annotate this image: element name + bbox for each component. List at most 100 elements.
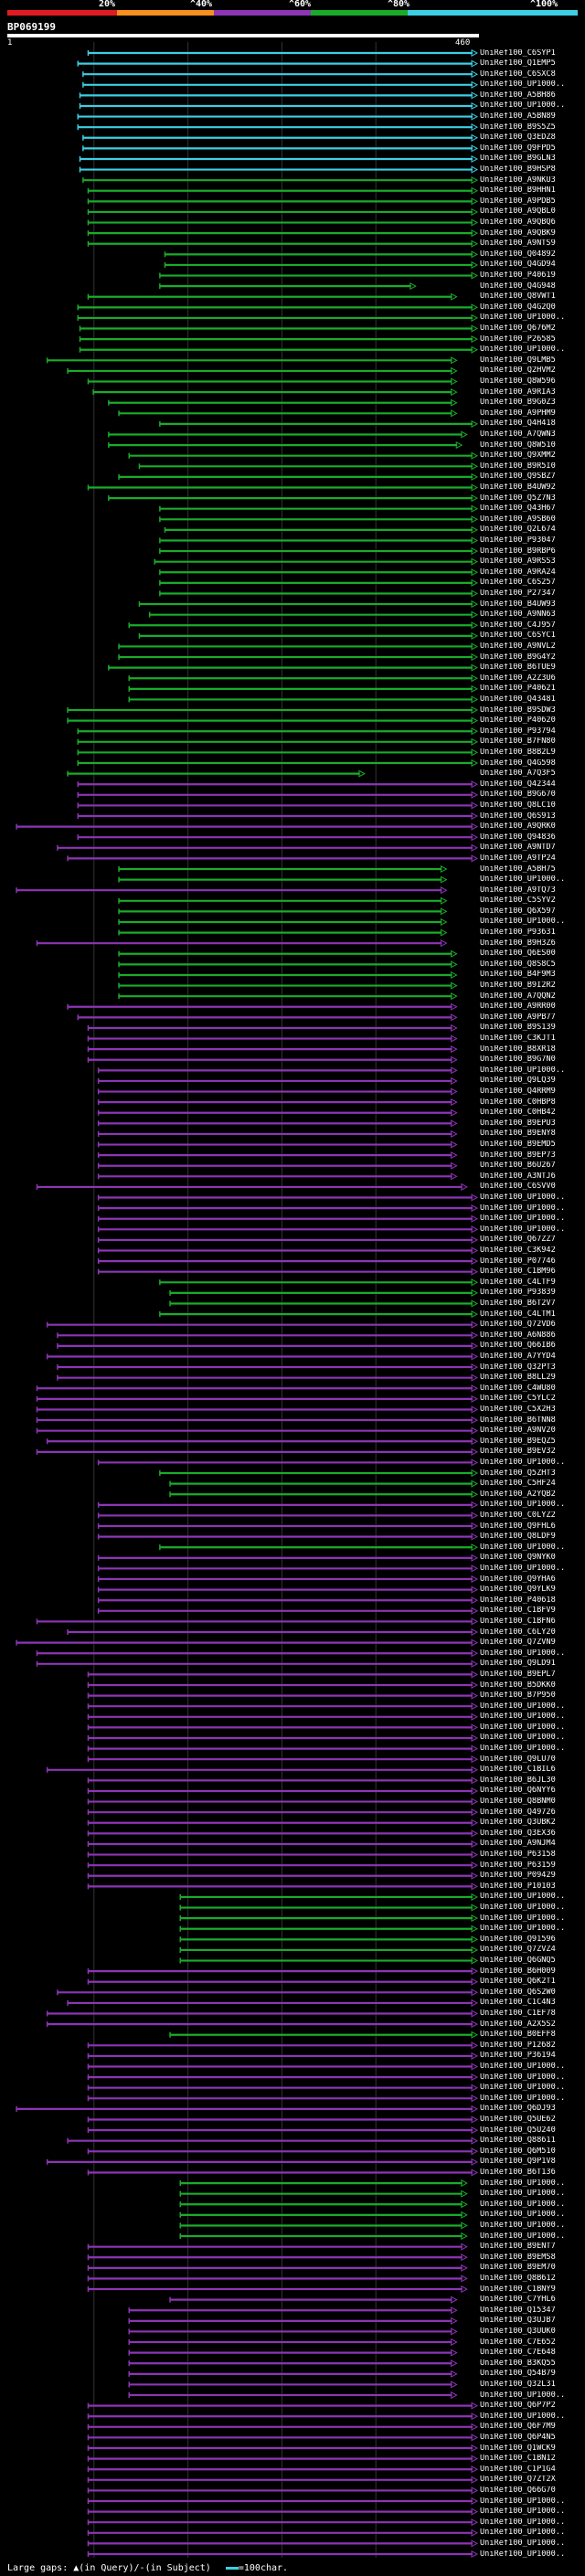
hit-label[interactable]: UniRef100_UP1000..	[480, 2072, 566, 2082]
hit-bar[interactable]	[87, 1744, 479, 1753]
hit-bar[interactable]	[87, 1045, 458, 1054]
hit-label[interactable]: UniRef100_A9NTD7	[480, 843, 556, 853]
hit-label[interactable]: UniRef100_A2Z3U6	[480, 673, 556, 683]
hit-bar[interactable]	[77, 112, 479, 121]
hit-bar[interactable]	[159, 1543, 479, 1552]
hit-label[interactable]: UniRef100_B9ENY8	[480, 1129, 556, 1139]
hit-label[interactable]: UniRef100_UP1000..	[480, 101, 566, 111]
hit-bar[interactable]	[87, 229, 479, 238]
hit-label[interactable]: UniRef100_P93631	[480, 928, 556, 938]
hit-label[interactable]: UniRef100_B9SDW3	[480, 705, 556, 715]
hit-label[interactable]: UniRef100_UP1000..	[480, 2200, 566, 2209]
hit-bar[interactable]	[77, 313, 479, 322]
hit-label[interactable]: UniRef100_UP1000..	[480, 1913, 566, 1923]
hit-label[interactable]: UniRef100_C4J957	[480, 620, 556, 630]
hit-bar[interactable]	[128, 2316, 458, 2325]
hit-bar[interactable]	[36, 1649, 479, 1658]
hit-bar[interactable]	[87, 1733, 479, 1743]
hit-label[interactable]: UniRef100_UP1000..	[480, 1500, 566, 1510]
hit-label[interactable]: UniRef100_B9G0Z3	[480, 398, 556, 408]
hit-label[interactable]: UniRef100_C1BM96	[480, 1267, 556, 1277]
hit-label[interactable]: UniRef100_UP1000..	[480, 2539, 566, 2548]
hit-label[interactable]: UniRef100_P40620	[480, 716, 556, 726]
hit-bar[interactable]	[179, 2200, 468, 2209]
hit-bar[interactable]	[87, 1023, 458, 1033]
hit-label[interactable]: UniRef100_Q91596	[480, 1935, 556, 1944]
hit-bar[interactable]	[46, 1320, 479, 1329]
hit-label[interactable]: UniRef100_B9EPU3	[480, 1118, 556, 1128]
hit-label[interactable]: UniRef100_P12682	[480, 2041, 556, 2050]
hit-bar[interactable]	[164, 260, 479, 269]
hit-label[interactable]: UniRef100_B4UW92	[480, 482, 556, 492]
hit-bar[interactable]	[87, 1882, 479, 1891]
hit-label[interactable]: UniRef100_B7P950	[480, 1691, 556, 1701]
hit-bar[interactable]	[79, 91, 479, 100]
hit-bar[interactable]	[79, 101, 479, 111]
hit-bar[interactable]	[67, 769, 366, 778]
hit-label[interactable]: UniRef100_C3KJT1	[480, 1034, 556, 1044]
hit-bar[interactable]	[87, 2041, 479, 2050]
hit-label[interactable]: UniRef100_A9TQ73	[480, 885, 556, 895]
hit-label[interactable]: UniRef100_UP1000..	[480, 345, 566, 355]
hit-label[interactable]: UniRef100_B9EMS8	[480, 2253, 556, 2262]
hit-label[interactable]: UniRef100_B5DKK0	[480, 1680, 556, 1690]
hit-bar[interactable]	[108, 398, 458, 407]
hit-bar[interactable]	[36, 1617, 479, 1626]
hit-bar[interactable]	[77, 727, 479, 736]
hit-label[interactable]: UniRef100_UP1000..	[480, 1744, 566, 1754]
hit-bar[interactable]	[87, 2486, 479, 2495]
hit-label[interactable]: UniRef100_C1BN12	[480, 2454, 556, 2464]
hit-bar[interactable]	[87, 2412, 479, 2421]
hit-bar[interactable]	[97, 1532, 479, 1541]
hit-label[interactable]: UniRef100_C4LTF9	[480, 1277, 556, 1287]
hit-label[interactable]: UniRef100_Q5ZHT3	[480, 1468, 556, 1478]
hit-bar[interactable]	[87, 2454, 479, 2463]
hit-bar[interactable]	[159, 547, 479, 556]
hit-bar[interactable]	[82, 80, 479, 89]
hit-bar[interactable]	[67, 366, 458, 375]
hit-label[interactable]: UniRef100_P93047	[480, 535, 556, 545]
hit-label[interactable]: UniRef100_C6SVV0	[480, 1182, 556, 1192]
hit-bar[interactable]	[179, 2221, 468, 2230]
hit-bar[interactable]	[82, 70, 479, 79]
hit-bar[interactable]	[46, 1437, 479, 1446]
hit-bar[interactable]	[87, 2475, 479, 2484]
hit-label[interactable]: UniRef100_UP1000..	[480, 1203, 566, 1213]
hit-bar[interactable]	[97, 1151, 458, 1160]
hit-label[interactable]: UniRef100_UP1000..	[480, 2507, 566, 2517]
hit-bar[interactable]	[169, 2295, 458, 2304]
hit-label[interactable]: UniRef100_B9RBP6	[480, 546, 556, 556]
hit-label[interactable]: UniRef100_Q6K2T1	[480, 1977, 556, 1987]
hit-bar[interactable]	[179, 1903, 479, 1912]
hit-label[interactable]: UniRef100_Q32PT3	[480, 1362, 556, 1372]
hit-bar[interactable]	[159, 536, 479, 545]
hit-bar[interactable]	[77, 303, 479, 312]
hit-label[interactable]: UniRef100_UP1000..	[480, 2062, 566, 2072]
hit-bar[interactable]	[138, 462, 479, 471]
hit-label[interactable]: UniRef100_B9I2R2	[480, 981, 556, 991]
hit-bar[interactable]	[128, 2369, 458, 2378]
hit-bar[interactable]	[97, 1066, 458, 1075]
hit-bar[interactable]	[36, 1394, 479, 1403]
hit-bar[interactable]	[97, 1574, 479, 1584]
hit-label[interactable]: UniRef100_C1C4N3	[480, 1998, 556, 2008]
hit-label[interactable]: UniRef100_Q3UUK0	[480, 2327, 556, 2336]
hit-bar[interactable]	[57, 1341, 479, 1350]
hit-bar[interactable]	[128, 2359, 458, 2368]
hit-label[interactable]: UniRef100_C1BIL6	[480, 1765, 556, 1775]
hit-label[interactable]: UniRef100_Q6DJ93	[480, 2104, 556, 2114]
hit-label[interactable]: UniRef100_B9ENT7	[480, 2242, 556, 2252]
hit-label[interactable]: UniRef100_Q6GNQ5	[480, 1956, 556, 1966]
hit-label[interactable]: UniRef100_P40621	[480, 684, 556, 694]
hit-bar[interactable]	[79, 165, 479, 174]
hit-label[interactable]: UniRef100_B4F9M3	[480, 970, 556, 980]
hit-bar[interactable]	[87, 2518, 479, 2527]
hit-bar[interactable]	[87, 2549, 479, 2559]
hit-bar[interactable]	[159, 271, 479, 280]
hit-label[interactable]: UniRef100_Q42344	[480, 779, 556, 789]
hit-label[interactable]: UniRef100_Q4G598	[480, 758, 556, 768]
hit-bar[interactable]	[87, 1829, 479, 1838]
hit-label[interactable]: UniRef100_Q4H418	[480, 419, 556, 429]
hit-label[interactable]: UniRef100_A9RIA3	[480, 387, 556, 397]
hit-bar[interactable]	[97, 1511, 479, 1520]
